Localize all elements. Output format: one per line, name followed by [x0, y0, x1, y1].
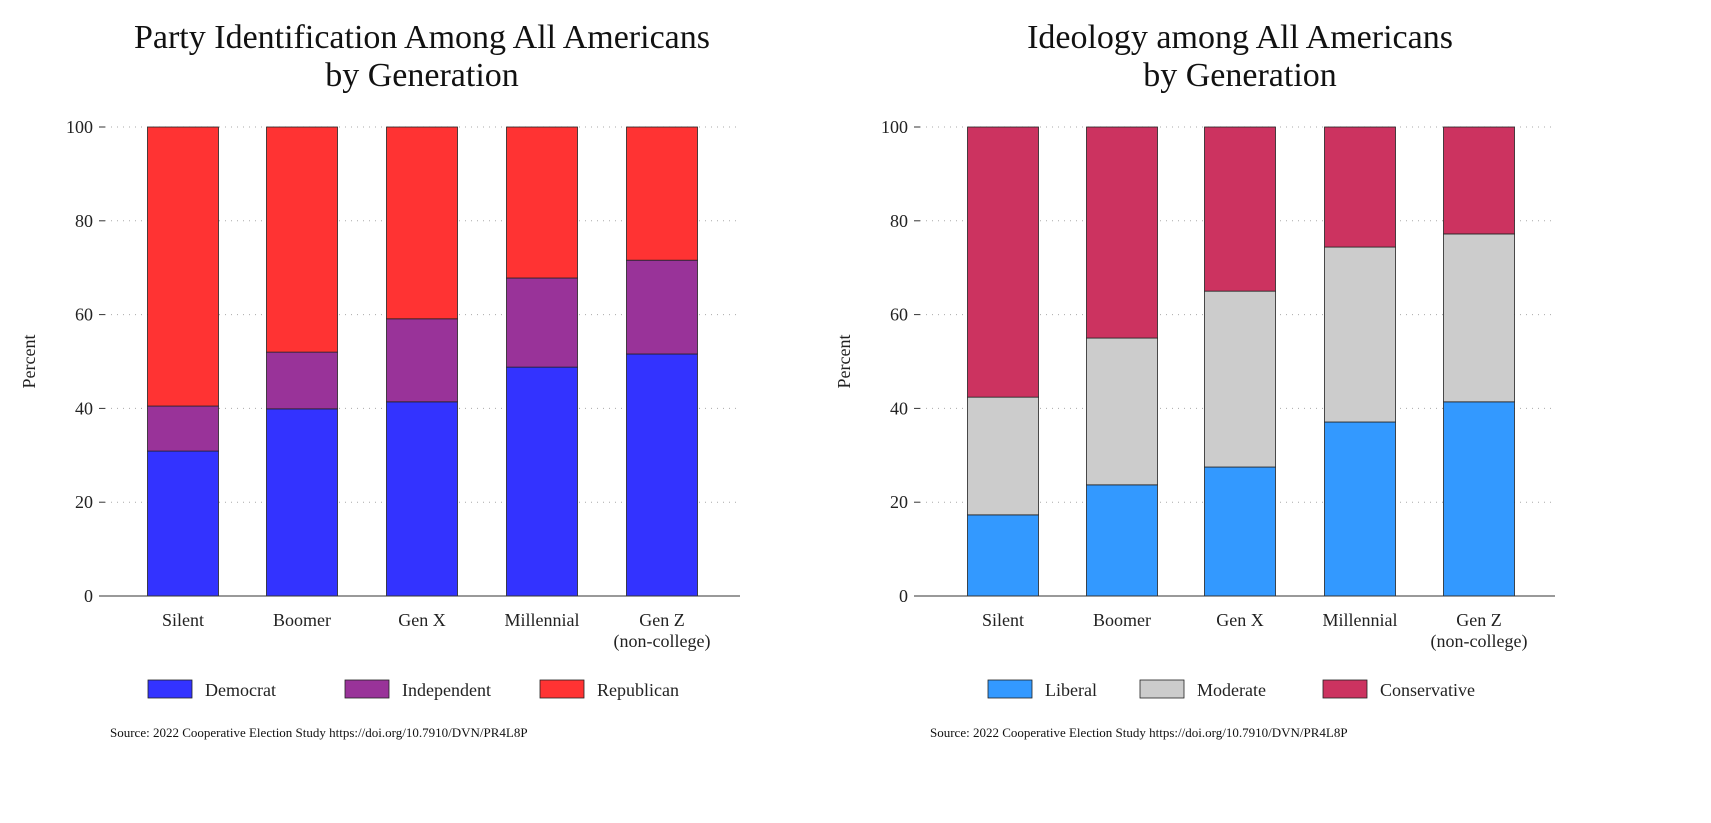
bar-liberal-gen-z — [1443, 401, 1515, 597]
x-tick-label: Boomer — [273, 610, 331, 630]
y-axis-label: Percent — [19, 335, 39, 389]
x-tick-label: (non-college) — [1431, 631, 1528, 652]
y-tick-label: 60 — [75, 305, 93, 325]
x-tick-label: Gen Z — [639, 610, 684, 630]
bar-republican-gen-x — [386, 126, 458, 320]
y-tick-label: 80 — [890, 211, 908, 231]
bar-republican-millennial — [506, 126, 578, 279]
bar-liberal-boomer — [1086, 484, 1158, 597]
bar-conservative-silent — [967, 126, 1039, 398]
bar-liberal-millennial — [1324, 421, 1396, 597]
y-axis-label: Percent — [834, 335, 854, 389]
x-tick-label: Silent — [162, 610, 204, 630]
bar-republican-boomer — [266, 126, 338, 353]
x-tick-label: Gen Z — [1456, 610, 1501, 630]
chart-title: Party Identification Among All Americans — [134, 19, 710, 56]
bar-liberal-gen-x — [1204, 466, 1276, 597]
chart-title: Ideology among All Americans — [1027, 19, 1453, 56]
bar-independent-boomer — [266, 351, 338, 410]
y-tick-label: 80 — [75, 211, 93, 231]
chart-1: Party Identification Among All Americans… — [19, 19, 740, 740]
bar-moderate-gen-x — [1204, 290, 1276, 468]
bar-republican-gen-z — [626, 126, 698, 261]
bar-conservative-gen-x — [1204, 126, 1276, 292]
bar-moderate-silent — [967, 396, 1039, 516]
bar-conservative-boomer — [1086, 126, 1158, 339]
chart-title: by Generation — [1143, 57, 1337, 94]
y-tick-label: 20 — [890, 492, 908, 512]
y-tick-label: 60 — [890, 305, 908, 325]
x-tick-label: Boomer — [1093, 610, 1151, 630]
bar-independent-millennial — [506, 277, 578, 368]
y-tick-label: 100 — [881, 117, 908, 137]
legend-label: Moderate — [1197, 680, 1266, 700]
y-tick-label: 40 — [890, 398, 908, 418]
x-tick-label: Millennial — [1323, 610, 1398, 630]
legend-swatch — [344, 679, 390, 699]
legend-label: Democrat — [205, 680, 276, 700]
legend-swatch — [1139, 679, 1185, 699]
bar-moderate-boomer — [1086, 337, 1158, 486]
bar-democrat-silent — [147, 450, 219, 597]
bar-independent-silent — [147, 405, 219, 452]
bar-democrat-gen-z — [626, 353, 698, 597]
legend-label: Liberal — [1045, 680, 1097, 700]
source-note: Source: 2022 Cooperative Election Study … — [110, 725, 528, 740]
legend-label: Republican — [597, 680, 679, 700]
bar-republican-silent — [147, 126, 219, 407]
y-tick-label: 100 — [66, 117, 93, 137]
bar-democrat-gen-x — [386, 401, 458, 597]
legend-swatch — [987, 679, 1033, 699]
y-tick-label: 0 — [899, 586, 908, 606]
bar-independent-gen-x — [386, 318, 458, 403]
x-tick-label: Silent — [982, 610, 1024, 630]
bar-moderate-millennial — [1324, 246, 1396, 423]
x-tick-label: Millennial — [505, 610, 580, 630]
legend-swatch — [147, 679, 193, 699]
bar-moderate-gen-z — [1443, 233, 1515, 403]
y-tick-label: 20 — [75, 492, 93, 512]
x-tick-label: Gen X — [398, 610, 446, 630]
legend-swatch — [539, 679, 585, 699]
y-tick-label: 40 — [75, 398, 93, 418]
bar-conservative-gen-z — [1443, 126, 1515, 235]
chart-title: by Generation — [325, 57, 519, 94]
x-tick-label: (non-college) — [614, 631, 711, 652]
bar-conservative-millennial — [1324, 126, 1396, 248]
bar-liberal-silent — [967, 514, 1039, 597]
bar-democrat-boomer — [266, 408, 338, 597]
x-tick-label: Gen X — [1216, 610, 1264, 630]
bar-democrat-millennial — [506, 366, 578, 597]
legend-label: Independent — [402, 680, 491, 700]
legend-swatch — [1322, 679, 1368, 699]
y-tick-label: 0 — [84, 586, 93, 606]
bar-independent-gen-z — [626, 259, 698, 355]
legend-label: Conservative — [1380, 680, 1475, 700]
source-note: Source: 2022 Cooperative Election Study … — [930, 725, 1348, 740]
